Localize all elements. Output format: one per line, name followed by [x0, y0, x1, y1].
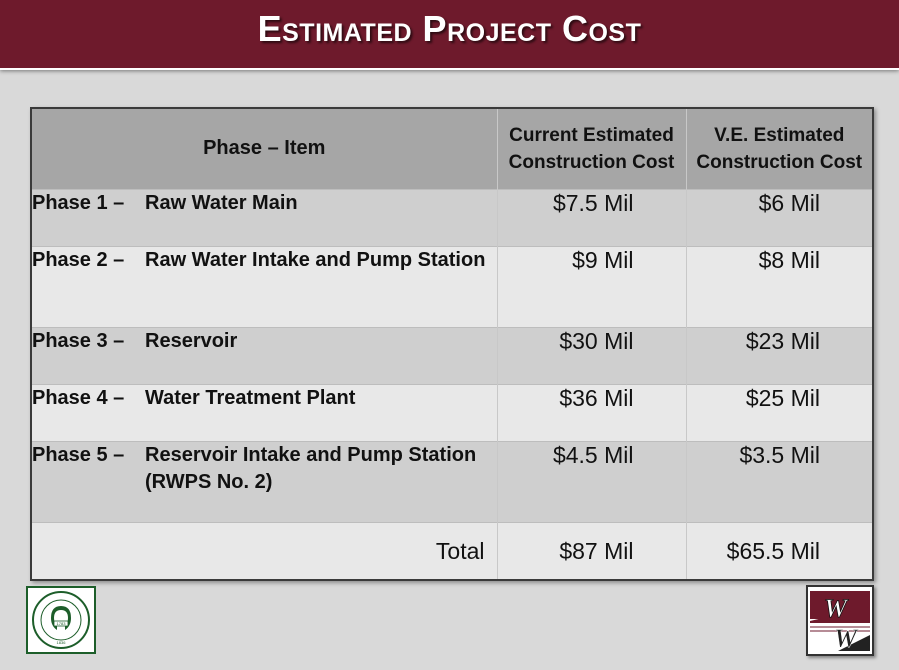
- slide-title: Estimated Project Cost: [257, 8, 642, 49]
- header-ve-line1: V.E. Estimated: [714, 124, 845, 146]
- header-ve-cost: V.E. Estimated Construction Cost: [686, 109, 872, 189]
- phase-cell: Phase 2 – Raw Water Intake and Pump Stat…: [32, 246, 498, 328]
- ve-cost-cell: $8 Mil: [758, 246, 820, 273]
- table-row: Phase 4 – Water Treatment Plant $36 Mil …: [32, 384, 872, 442]
- table-row: Phase 2 – Raw Water Intake and Pump Stat…: [32, 246, 872, 328]
- total-current-cost: $87 Mil: [497, 522, 687, 579]
- current-cost-cell: $7.5 Mil: [497, 189, 687, 247]
- table-row: Phase 5 – Reservoir Intake and Pump Stat…: [32, 441, 872, 523]
- table-header-row: Phase – Item Current Estimated Construct…: [32, 109, 872, 189]
- phase-description: Raw Water Main: [145, 191, 298, 214]
- table-row: Phase 1 – Raw Water Main $7.5 Mil $6 Mil: [32, 189, 872, 247]
- seal-icon: 1783 1836: [32, 591, 90, 649]
- current-cost-cell: $9 Mil: [497, 246, 687, 328]
- phase-cell: Phase 3 – Reservoir: [32, 327, 498, 385]
- header-ve-line2: Construction Cost: [696, 151, 863, 173]
- total-row: Total $87 Mil $65.5 Mil: [32, 522, 872, 579]
- header-current-cost: Current Estimated Construction Cost: [497, 109, 687, 189]
- ve-cost-cell: $25 Mil: [745, 384, 820, 411]
- phase-label: Phase 5 –: [32, 444, 125, 467]
- phase-cell: Phase 5 – Reservoir Intake and Pump Stat…: [32, 441, 498, 523]
- title-bar: Estimated Project Cost: [0, 0, 899, 70]
- phase-description: Raw Water Intake and Pump Station: [145, 248, 486, 271]
- seal-year: 1783: [57, 621, 67, 626]
- current-cost-cell: $30 Mil: [497, 327, 687, 385]
- cost-table-container: Phase – Item Current Estimated Construct…: [30, 107, 874, 581]
- header-current-line1: Current Estimated: [509, 124, 674, 146]
- header-phase-item: Phase – Item: [32, 109, 498, 189]
- phase-description: Reservoir: [145, 329, 238, 352]
- seal-bottom-year: 1836: [57, 640, 67, 645]
- ve-cost-cell: $6 Mil: [758, 189, 820, 216]
- ww-logo-bottom-letter: W: [834, 624, 859, 653]
- current-cost-cell: $4.5 Mil: [497, 441, 687, 523]
- phase-label: Phase 3 –: [32, 329, 125, 352]
- phase-label: Phase 1 –: [32, 191, 125, 214]
- phase-label: Phase 4 –: [32, 386, 125, 409]
- cost-table: Phase – Item Current Estimated Construct…: [32, 109, 872, 579]
- ww-logo-top-letter: W: [824, 594, 849, 623]
- table-row: Phase 3 – Reservoir $30 Mil $23 Mil: [32, 327, 872, 385]
- phase-cell: Phase 4 – Water Treatment Plant: [32, 384, 498, 442]
- phase-description: Reservoir Intake and Pump Station (RWPS …: [145, 444, 477, 494]
- ww-logo: W W: [806, 585, 874, 656]
- total-label: Total: [32, 522, 498, 579]
- phase-cell: Phase 1 – Raw Water Main: [32, 189, 498, 247]
- phase-label: Phase 2 –: [32, 248, 125, 271]
- ve-cost-cell: $3.5 Mil: [739, 442, 820, 469]
- total-ve-cost: $65.5 Mil: [726, 537, 820, 564]
- current-cost-cell: $36 Mil: [497, 384, 687, 442]
- header-current-line2: Construction Cost: [508, 151, 675, 173]
- ve-cost-cell: $23 Mil: [745, 327, 820, 354]
- county-seal-logo: 1783 1836: [26, 586, 96, 654]
- ww-logo-icon: W W: [808, 587, 872, 654]
- phase-description: Water Treatment Plant: [145, 386, 356, 409]
